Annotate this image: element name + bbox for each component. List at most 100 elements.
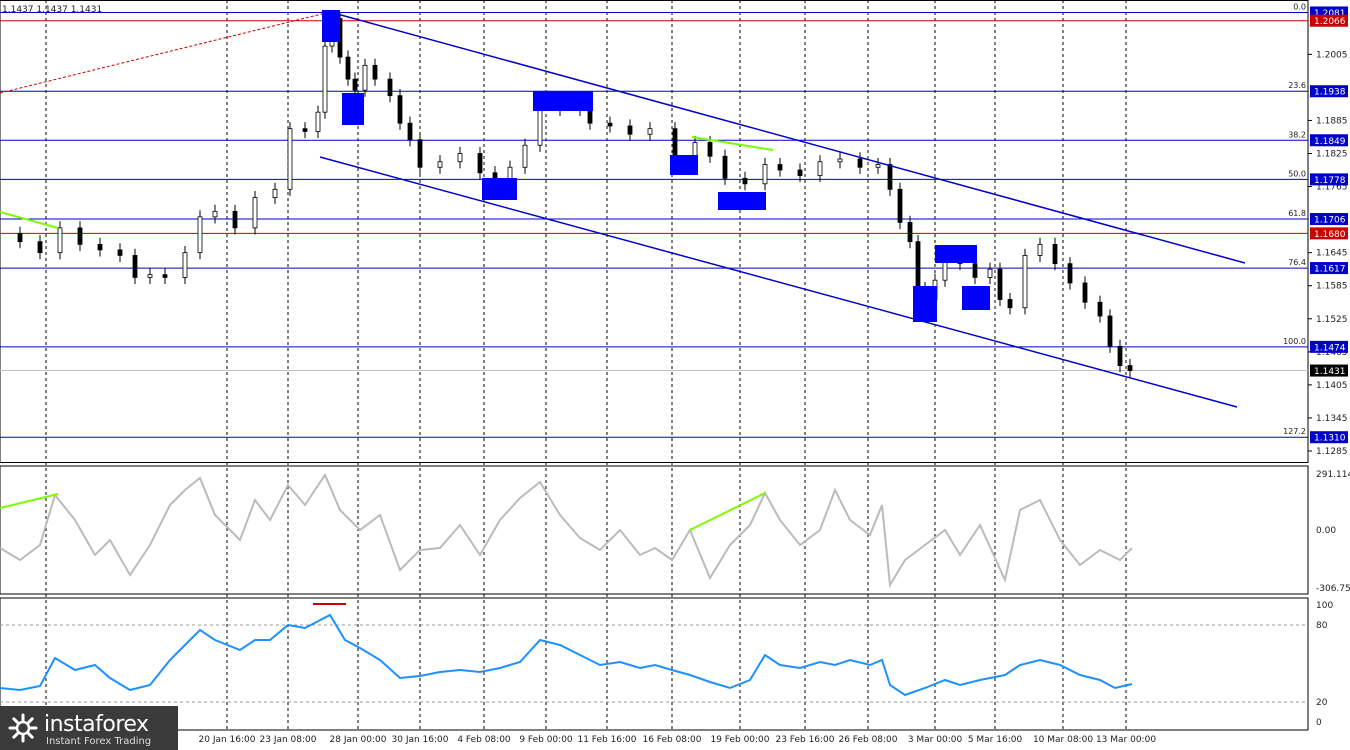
candle-body	[352, 78, 358, 91]
candle-body	[77, 227, 83, 245]
channel-lower-line	[319, 156, 1238, 408]
candle-body	[1107, 315, 1113, 347]
osc2-y-tick-label: 100	[1316, 601, 1333, 611]
candle-body	[1097, 301, 1103, 317]
candle-body	[417, 139, 423, 168]
candle-body	[345, 56, 351, 80]
price-level-value: 1.2081	[1314, 9, 1346, 19]
price-level-value: 1.1617	[1314, 265, 1346, 275]
candle-body	[987, 268, 993, 278]
candle-body	[97, 243, 103, 251]
candle-body	[37, 241, 43, 254]
price-level-badge	[1310, 173, 1348, 186]
candle-body	[362, 64, 368, 91]
candle-body	[777, 164, 783, 171]
y-tick-label: 1.1765	[1316, 183, 1348, 193]
candle-body	[522, 144, 528, 168]
osc2-y-tick-label: 80	[1316, 621, 1328, 631]
candle-body	[477, 153, 483, 174]
y-tick-label: 1.1525	[1316, 315, 1348, 325]
brand-tagline: Instant Forex Trading	[46, 736, 152, 747]
oscillator-2-line	[0, 613, 1133, 697]
ohlc-header: 1.1437 1.1437 1.1431	[2, 5, 102, 15]
candle-body	[17, 232, 23, 243]
pattern-marker	[342, 93, 364, 125]
candle-body	[647, 128, 653, 135]
candle-body	[887, 164, 893, 190]
candle-body	[707, 142, 713, 157]
candle-body	[315, 111, 321, 132]
price-level-value: 1.1474	[1314, 343, 1346, 353]
candle-body	[857, 158, 863, 168]
pattern-marker	[322, 10, 340, 42]
current-price-value: 1.1431	[1314, 367, 1346, 377]
brand-logo: instaforex Instant Forex Trading	[0, 706, 178, 750]
oscillator-pane-2	[0, 603, 1308, 703]
candle-body	[692, 142, 698, 157]
fib-level-label: 100.0	[1283, 337, 1306, 346]
x-tick-label: 20 Jan 16:00	[199, 735, 256, 745]
candle-body	[1022, 255, 1028, 309]
candle-body	[57, 227, 63, 254]
candle-body	[197, 216, 203, 254]
candle-body	[762, 164, 768, 185]
oscillator-1-line	[0, 472, 1133, 589]
candle-body	[672, 128, 678, 157]
y-tick-label: 1.1645	[1316, 249, 1348, 259]
candle-body	[907, 221, 913, 243]
x-tick-label: 23 Jan 08:00	[260, 735, 317, 745]
osc2-y-tick-label: 20	[1316, 698, 1328, 708]
fib-level-label: 76.4	[1288, 258, 1306, 267]
candle-body	[1037, 243, 1043, 256]
candle-body	[742, 177, 748, 185]
price-level-value: 1.1778	[1314, 176, 1346, 186]
pattern-marker	[935, 245, 977, 263]
osc2-y-tick-label: 0	[1316, 718, 1322, 728]
candle-body	[972, 263, 978, 278]
price-level-value: 1.2066	[1314, 17, 1346, 27]
candle-body	[997, 268, 1003, 300]
fib-level-label: 61.8	[1288, 209, 1306, 218]
y-tick-label: 1.1285	[1316, 447, 1348, 457]
candle-body	[1082, 282, 1088, 303]
divergence-line	[689, 492, 766, 531]
candle-body	[302, 128, 308, 132]
fib-level-label: 38.2	[1288, 130, 1306, 139]
price-level-value: 1.1680	[1314, 230, 1346, 240]
osc1-y-tick-label: 291.1145	[1316, 470, 1350, 480]
candle-body	[607, 122, 613, 127]
price-level-badge	[1310, 85, 1348, 98]
candle-body	[915, 241, 921, 289]
x-tick-label: 16 Feb 08:00	[642, 735, 701, 745]
fib-level-label: 0.0	[1293, 2, 1306, 11]
y-tick-label: 1.1825	[1316, 149, 1348, 159]
candle-body	[182, 252, 188, 278]
price-level-badge	[1310, 213, 1348, 226]
x-tick-label: 4 Feb 08:00	[457, 735, 511, 745]
pattern-marker	[670, 155, 698, 175]
candle-body	[162, 274, 168, 278]
y-tick-label: 1.1585	[1316, 282, 1348, 292]
candle-body	[1067, 263, 1073, 284]
divergence-line	[691, 136, 774, 151]
pattern-marker	[962, 286, 990, 310]
candle-body	[457, 153, 463, 163]
candle-body	[875, 164, 881, 168]
candle-body	[272, 188, 278, 198]
pattern-marker	[533, 91, 593, 111]
fib-level-label: 127.2	[1283, 427, 1306, 436]
price-level-badge	[1310, 227, 1348, 240]
osc1-y-tick-label: -306.75	[1316, 584, 1350, 594]
y-tick-label: 1.1885	[1316, 116, 1348, 126]
brand-name: instaforex	[44, 712, 149, 737]
candle-body	[797, 169, 803, 176]
price-level-badge	[1310, 14, 1348, 27]
x-tick-label: 23 Feb 16:00	[775, 735, 834, 745]
x-tick-label: 30 Jan 16:00	[392, 735, 449, 745]
x-tick-label: 26 Feb 08:00	[838, 735, 897, 745]
candle-body	[837, 158, 843, 163]
candle-body	[722, 155, 728, 179]
candle-body	[897, 188, 903, 223]
y-tick-label: 1.1345	[1316, 414, 1348, 424]
